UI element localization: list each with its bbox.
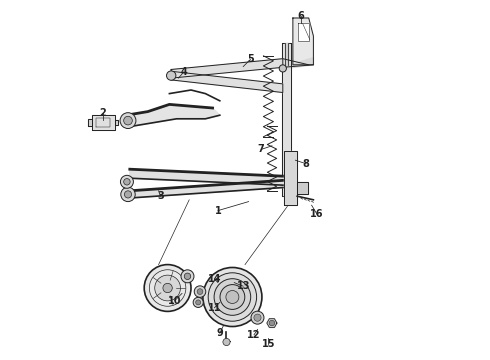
Circle shape: [181, 270, 194, 283]
Circle shape: [197, 289, 203, 294]
Circle shape: [279, 65, 286, 72]
Text: 7: 7: [258, 144, 265, 154]
Text: 13: 13: [237, 281, 250, 291]
Circle shape: [254, 314, 261, 321]
Polygon shape: [88, 119, 92, 126]
Polygon shape: [130, 169, 288, 185]
Text: 15: 15: [262, 339, 275, 349]
Circle shape: [196, 300, 201, 305]
Circle shape: [214, 279, 251, 315]
Text: 10: 10: [168, 296, 182, 306]
Polygon shape: [282, 43, 291, 196]
Circle shape: [120, 113, 136, 129]
Polygon shape: [284, 151, 297, 205]
Circle shape: [155, 275, 180, 301]
Polygon shape: [297, 182, 308, 194]
Text: 4: 4: [180, 67, 187, 77]
Circle shape: [251, 311, 264, 324]
Text: 5: 5: [247, 54, 254, 64]
Circle shape: [167, 71, 176, 80]
Text: 12: 12: [247, 330, 261, 340]
Circle shape: [194, 286, 206, 297]
Circle shape: [184, 273, 191, 279]
Circle shape: [208, 273, 257, 321]
Polygon shape: [130, 180, 288, 198]
Circle shape: [121, 175, 133, 188]
Circle shape: [121, 187, 135, 202]
Polygon shape: [285, 43, 288, 65]
Text: 3: 3: [157, 191, 164, 201]
Polygon shape: [171, 71, 283, 93]
Circle shape: [124, 191, 132, 198]
Circle shape: [220, 285, 245, 309]
Text: 11: 11: [208, 303, 221, 313]
Polygon shape: [92, 115, 115, 130]
Text: 14: 14: [208, 274, 221, 284]
Circle shape: [123, 179, 130, 185]
Polygon shape: [267, 319, 277, 328]
Polygon shape: [279, 58, 314, 68]
Text: 1: 1: [215, 206, 221, 216]
Text: 8: 8: [303, 159, 310, 169]
Circle shape: [163, 283, 172, 293]
Text: 16: 16: [310, 209, 324, 219]
Polygon shape: [293, 18, 314, 65]
Polygon shape: [126, 104, 220, 126]
Circle shape: [269, 320, 275, 326]
Circle shape: [226, 291, 239, 303]
Text: 2: 2: [99, 108, 106, 118]
Polygon shape: [171, 59, 283, 78]
Circle shape: [193, 297, 203, 307]
Circle shape: [123, 116, 132, 125]
Circle shape: [144, 265, 191, 311]
Text: 6: 6: [297, 11, 304, 21]
Circle shape: [223, 338, 230, 346]
Text: 9: 9: [217, 328, 223, 338]
Polygon shape: [298, 23, 309, 41]
Polygon shape: [115, 120, 118, 125]
Circle shape: [203, 267, 262, 327]
